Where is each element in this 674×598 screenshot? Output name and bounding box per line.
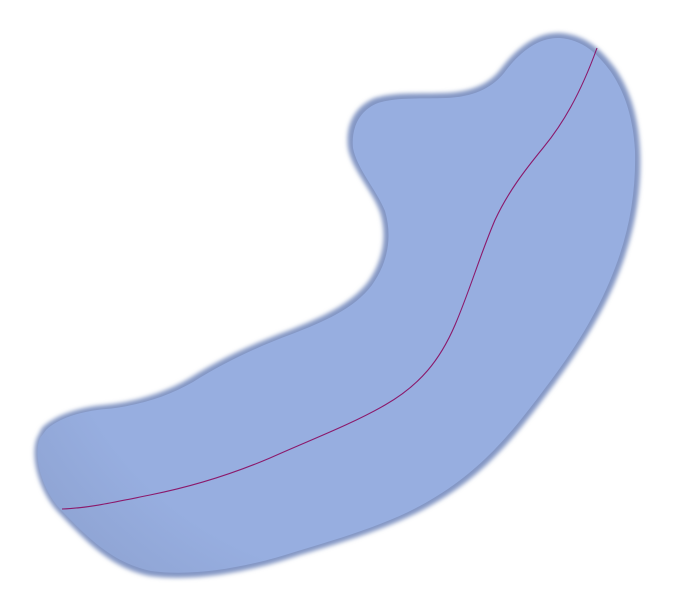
centerline-curve — [61, 47, 598, 510]
curved-surface — [37, 37, 636, 573]
